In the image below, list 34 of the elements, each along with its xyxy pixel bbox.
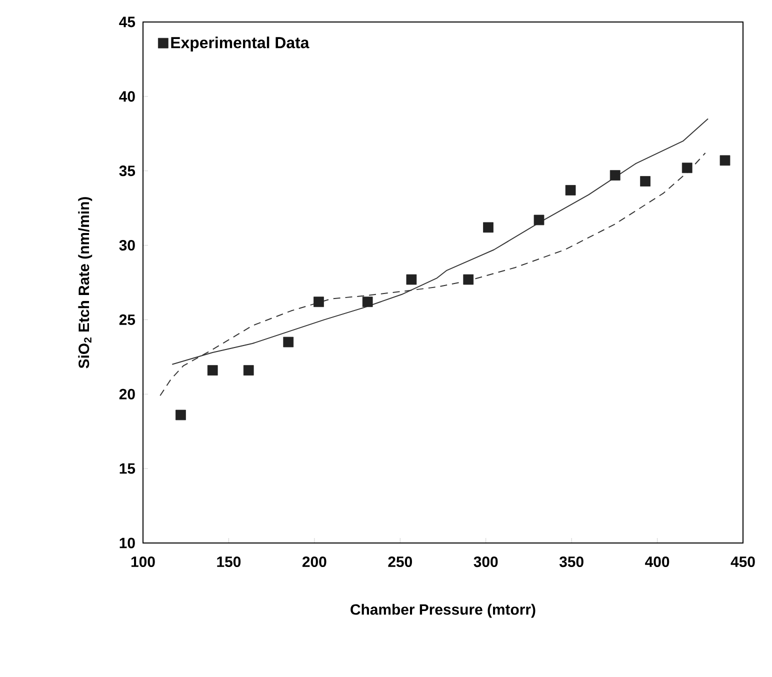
legend-label: Experimental Data xyxy=(171,36,310,52)
x-axis-title: Chamber Pressure (mtorr) xyxy=(350,604,536,618)
point xyxy=(682,162,692,174)
x-tick-label: 150 xyxy=(217,556,241,568)
point xyxy=(283,336,294,348)
point xyxy=(243,365,254,376)
y-tick-label: 25 xyxy=(119,314,136,325)
point xyxy=(720,155,730,166)
point xyxy=(534,214,544,226)
y-tick-label: 30 xyxy=(119,240,135,251)
x-tick-label: 250 xyxy=(388,556,412,568)
point xyxy=(640,176,650,186)
point xyxy=(207,365,218,376)
y-tick-label: 20 xyxy=(119,388,135,400)
point xyxy=(314,296,324,308)
y-axis-title: SiO$_{2}$ Etch Rate (nm/min) xyxy=(78,197,92,368)
point xyxy=(483,222,494,233)
y-tick-label: 15 xyxy=(120,463,136,474)
y-tick-label: 45 xyxy=(119,16,136,28)
point xyxy=(610,170,620,180)
point xyxy=(565,185,576,196)
x-tick-label: 100 xyxy=(131,556,155,568)
point xyxy=(176,410,186,420)
point xyxy=(463,274,474,285)
y-tick-label: 10 xyxy=(120,538,135,548)
x-tick-label: 350 xyxy=(559,556,584,568)
y-tick-label: 35 xyxy=(119,166,136,176)
x-tick-label: 300 xyxy=(474,556,498,568)
point xyxy=(362,296,373,308)
x-tick-label: 200 xyxy=(302,556,326,568)
point xyxy=(406,274,417,285)
x-tick-label: 450 xyxy=(730,556,755,568)
y-tick-label: 40 xyxy=(119,91,135,102)
x-tick-label: 400 xyxy=(645,556,670,568)
